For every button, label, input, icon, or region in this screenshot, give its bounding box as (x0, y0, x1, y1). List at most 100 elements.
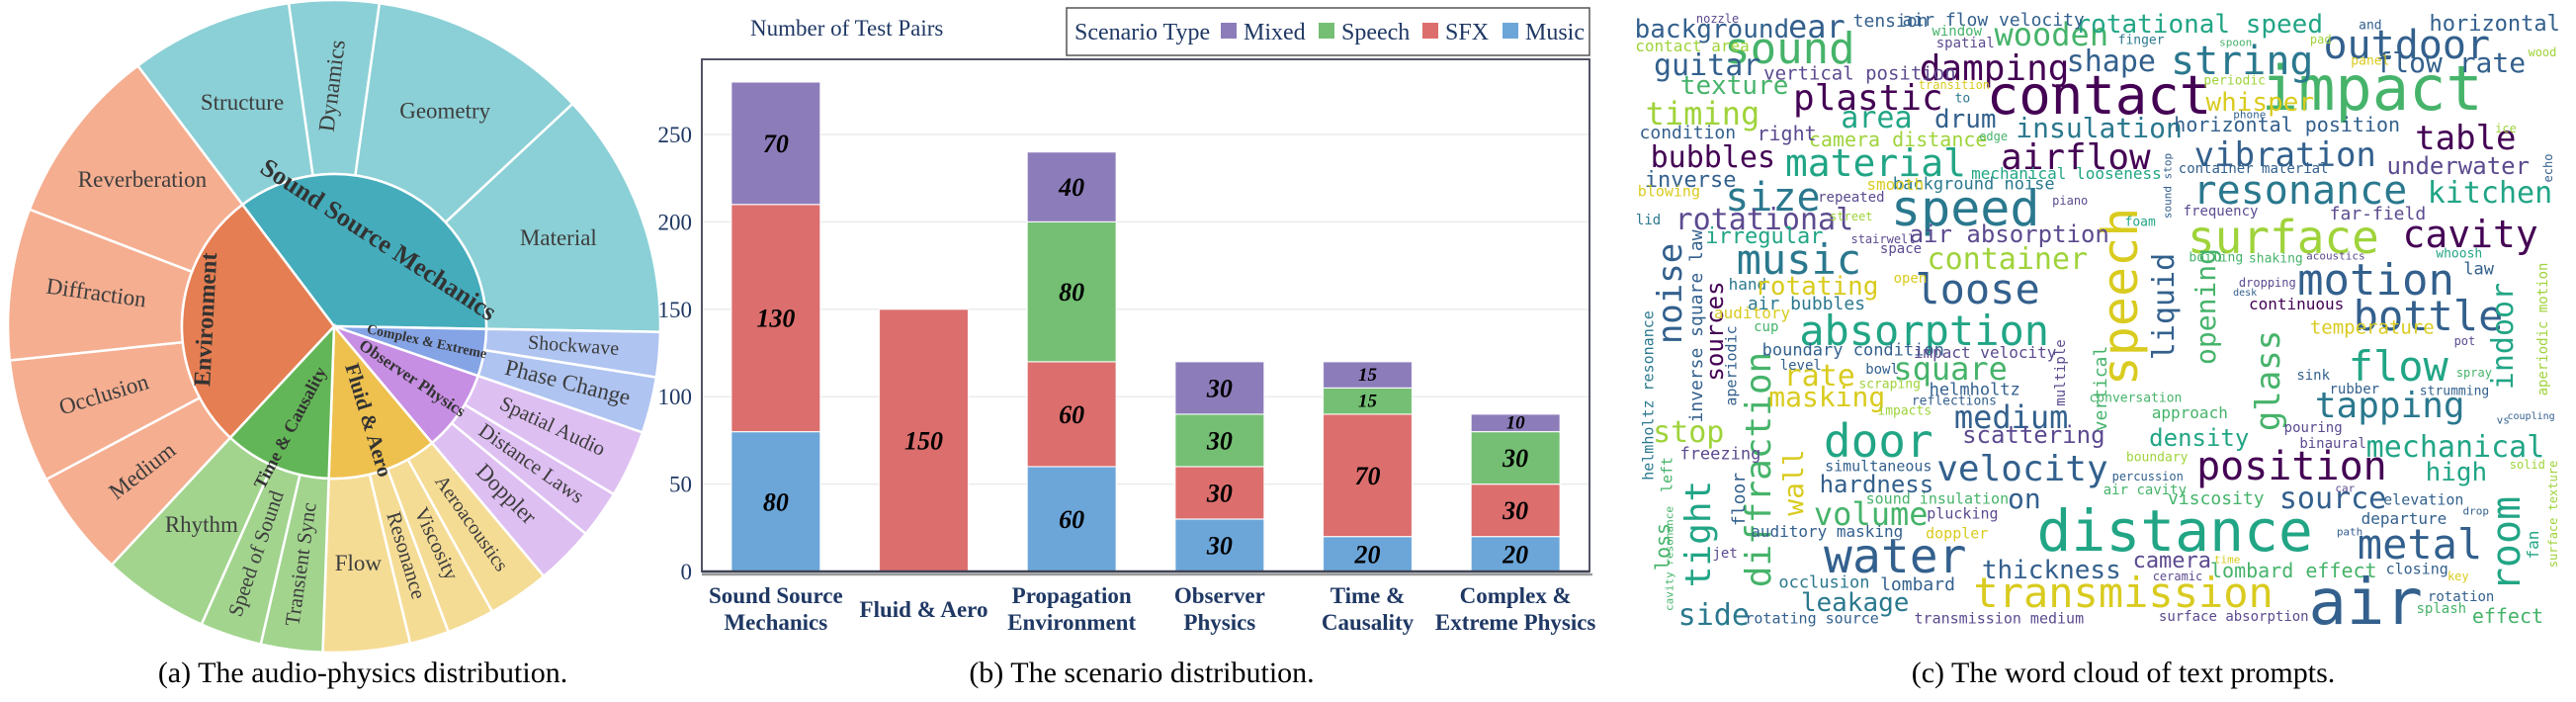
wordcloud-word: spray (2455, 365, 2492, 380)
wordcloud-word: hardness (1819, 470, 1934, 498)
wordcloud-word: street (1830, 210, 1873, 224)
wordcloud-word: water (1824, 528, 1967, 584)
wordcloud-word: texture (1679, 71, 1789, 102)
wordcloud-word: periodic (2203, 73, 2267, 89)
bar-segment-mixed (1322, 361, 1414, 389)
wordcloud-word: impact (2261, 51, 2483, 125)
wordcloud-word: lombard (1880, 574, 1955, 596)
wordcloud-word: rate (1783, 358, 1855, 394)
wordcloud-word: time (2213, 553, 2241, 567)
wordcloud-word: wooden (1994, 15, 2109, 53)
wordcloud-word: masking (1768, 380, 1886, 413)
wordcloud-word: level (1779, 358, 1822, 375)
wordcloud-word: flow (2348, 341, 2448, 391)
wordcloud-word: nozzle (1695, 12, 1740, 27)
y-tick-label: 150 (658, 298, 693, 322)
wordcloud-word: air flow velocity (1902, 10, 2085, 32)
wordcloud-word: shaking (2248, 251, 2303, 267)
bar-segment-music (730, 430, 821, 572)
bar-segment-mixed (730, 81, 821, 206)
bar-value-label: 20 (1502, 540, 1528, 569)
x-category-label: Physics (1183, 610, 1255, 635)
wordcloud-word: resonance (2192, 167, 2408, 214)
legend-swatch-music (1503, 23, 1518, 39)
bar-value-label: 15 (1358, 392, 1378, 412)
wordcloud-word: transition (1918, 77, 1991, 92)
y-tick-label: 250 (658, 123, 693, 147)
wordcloud-word: room (2483, 495, 2530, 591)
bar-value-label: 30 (1206, 426, 1233, 455)
wordcloud-word: edge (1979, 129, 2009, 143)
y-tick-label: 100 (658, 385, 693, 409)
wordcloud-word: opening (2190, 248, 2223, 366)
sunburst-category (180, 203, 336, 440)
wordcloud-word: bowl (1865, 362, 1899, 379)
wordcloud-word: coupling (2507, 410, 2555, 422)
wordcloud-word: drop (2462, 504, 2490, 518)
wordcloud-word: rotating (1755, 271, 1879, 302)
wordcloud-word: auditory (1714, 303, 1791, 322)
wordcloud-word: ceramic (2152, 569, 2203, 583)
wordcloud-word: underwater (2386, 152, 2531, 181)
wordcloud-word: bottle (2353, 292, 2504, 341)
wordcloud-word: sink (2296, 368, 2331, 385)
x-category-label: Complex & (1460, 583, 1572, 608)
wordcloud-word: rotational (1674, 203, 1854, 238)
wordcloud-word: vibration (2193, 135, 2376, 176)
y-tick-label: 0 (681, 560, 693, 584)
wordcloud-word: metal (2357, 520, 2483, 570)
wordcloud-word: phone (2233, 108, 2267, 122)
x-category-label: Observer (1174, 583, 1265, 608)
x-category-label: Extreme Physics (1435, 610, 1596, 635)
bar-segment-sfx (730, 204, 821, 433)
wordcloud-word: departure (2361, 508, 2447, 528)
wordcloud-word: cup (1754, 319, 1779, 336)
wordcloud-word: air bubbles (1747, 294, 1866, 315)
wordcloud-word: camera (2132, 549, 2212, 574)
sunburst-category (240, 172, 488, 330)
wordcloud-word: blowing (1637, 182, 1700, 201)
wordcloud-word: inverse (1644, 167, 1737, 193)
sunburst-segment-label: Geometry (399, 99, 490, 124)
wordcloud-word: rotating source (1745, 609, 1879, 628)
bar-segment-mixed (1174, 361, 1265, 415)
plot-frame (701, 58, 1590, 572)
bar-chart-svg: 0 50 100 150 200 250 80 130 70 Sound SourceMechan… (658, 7, 1596, 635)
x-category-label: Propagation (1012, 583, 1132, 608)
wordcloud-word: approach (2151, 402, 2228, 422)
wordcloud-word: aperiodic (1722, 325, 1741, 406)
wordcloud-word: pot (2453, 334, 2476, 349)
wordcloud-word: music (1736, 234, 1862, 284)
wordcloud-word: surface absorption (2158, 608, 2309, 625)
wordcloud-word: temperature (2309, 316, 2435, 339)
wordcloud-word: splash (2416, 600, 2467, 617)
wordcloud-word: surface (2187, 211, 2379, 265)
legend-swatch-speech (1319, 23, 1334, 39)
wordcloud-word: smooth (1866, 174, 1925, 194)
bar-segment-speech (1026, 220, 1117, 363)
wordcloud-word: position (2196, 443, 2387, 489)
wordcloud-word: solid (2509, 457, 2545, 472)
wordcloud-word: right (1757, 122, 1817, 146)
wordcloud-word: speed (1890, 180, 2040, 238)
wordcloud-word: jet (1712, 545, 1738, 562)
legend-label-speech: Speech (1341, 20, 1410, 45)
wordcloud-word: surface texture (2546, 460, 2561, 569)
wordcloud-word: whoosh (2436, 246, 2483, 262)
wordcloud-word: background (1634, 14, 1790, 44)
wordcloud-word: camera distance (1808, 128, 1988, 152)
wordcloud-word: auditory masking (1751, 521, 1904, 541)
sunburst-chart: Sound Source Mechanics Structure Dynamics G… (0, 0, 692, 655)
wordcloud-word: transmission (1973, 568, 2274, 617)
sunburst-segment-label: Structure (201, 90, 284, 115)
stacked-bar-chart: 0 50 100 150 200 250 80 130 70 Sound Source Mechan… (647, 0, 1641, 653)
wordcloud-word: thickness (1981, 555, 2121, 585)
legend-label-music: Music (1525, 20, 1585, 45)
wordcloud-word: insulation (2016, 112, 2183, 145)
wordcloud-word: flow rate (2375, 46, 2527, 80)
wordcloud-word: container (1927, 241, 2089, 277)
wordcloud-word: path (2336, 525, 2363, 539)
wordcloud-word: string (2171, 39, 2314, 85)
wordcloud-word: motion (2297, 254, 2455, 306)
